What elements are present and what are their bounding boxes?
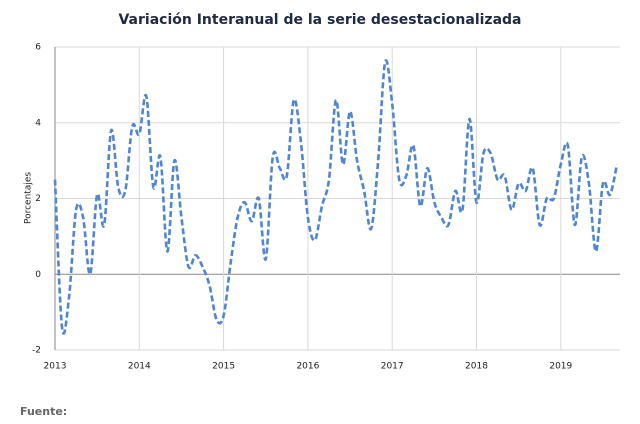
x-tick-label: 2018 <box>465 362 488 372</box>
y-tick-label: 2 <box>35 194 41 204</box>
y-axis-label: Porcentajes <box>24 172 34 224</box>
y-tick-label: 4 <box>35 118 41 128</box>
source-note: Fuente: <box>20 405 67 418</box>
x-tick-label: 2016 <box>296 362 319 372</box>
x-tick-label: 2013 <box>44 362 67 372</box>
x-tick-label: 2019 <box>549 362 572 372</box>
y-tick-label: -2 <box>32 346 41 356</box>
y-tick-label: 6 <box>35 43 41 53</box>
x-tick-label: 2015 <box>212 362 235 372</box>
data-line <box>53 59 619 335</box>
chart-title: Variación Interanual de la serie desesta… <box>118 12 521 28</box>
x-tick-label: 2014 <box>128 362 151 372</box>
x-tick-label: 2017 <box>381 362 404 372</box>
y-tick-label: 0 <box>35 270 41 280</box>
